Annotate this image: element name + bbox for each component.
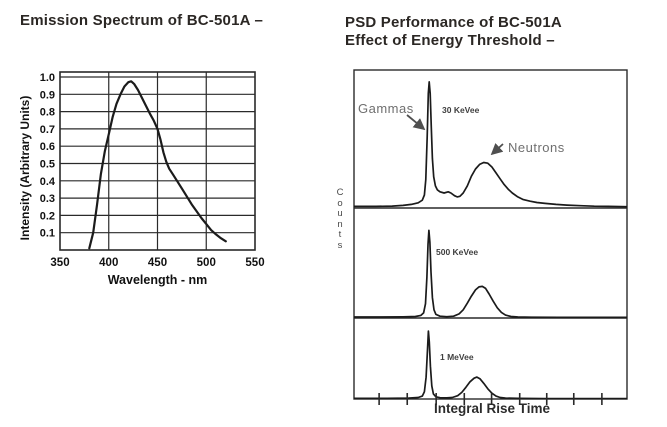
counts-letter: t — [338, 229, 342, 240]
y-tick-label: 0.9 — [40, 89, 55, 101]
x-tick-label: 400 — [99, 257, 118, 269]
psd-panel-1-curve — [354, 229, 628, 319]
wavelength-axis-label: Wavelength - nm — [108, 273, 208, 287]
neutrons-annotation: Neutrons — [508, 140, 565, 155]
emission-spectrum-svg: 0.1 0.2 0.3 0.4 0.5 0.6 0.7 0.8 0.9 1.0 350 400 450 5… — [18, 71, 265, 287]
gammas-annotation: Gammas — [358, 101, 414, 116]
counts-letter: u — [337, 208, 343, 219]
y-tick-label: 0.3 — [40, 193, 55, 205]
emission-figure-title-text: Emission Spectrum of BC-501A – — [20, 12, 264, 29]
psd-frame — [353, 69, 628, 400]
psd-figure-title-line1: PSD Performance of BC-501A — [345, 14, 562, 31]
y-tick-label: 0.7 — [40, 124, 55, 136]
energy-threshold-label: 1 MeVee — [440, 352, 474, 362]
gammas-arrow — [406, 114, 426, 131]
x-tick-label: 450 — [148, 257, 167, 269]
y-tick-label: 0.2 — [40, 210, 55, 222]
energy-threshold-label: 500 KeVee — [436, 247, 478, 257]
psd-svg: 30 KeVee 500 KeVee 1 MeVee Gammas Neutrons — [353, 69, 628, 405]
y-tick-label: 0.6 — [40, 141, 55, 153]
x-tick-label: 350 — [50, 257, 69, 269]
neutrons-arrow — [490, 142, 504, 156]
y-tick-label: 0.5 — [40, 159, 55, 171]
y-tick-label: 1.0 — [40, 72, 55, 84]
emission-figure-title: Emission Spectrum of BC-501A – — [20, 12, 263, 30]
counts-letter: C — [336, 187, 344, 198]
y-tick-label: 0.1 — [40, 228, 55, 240]
x-tick-label: 550 — [245, 257, 264, 269]
counts-letter: s — [337, 239, 343, 251]
emission-spectrum-chart: 0.1 0.2 0.3 0.4 0.5 0.6 0.7 0.8 0.9 1.0 350 400 450 5… — [18, 56, 308, 301]
psd-panel-2-curve — [354, 330, 627, 400]
psd-chart: 30 KeVee 500 KeVee 1 MeVee Gammas Neutrons — [350, 66, 635, 411]
y-tick-label: 0.8 — [40, 107, 55, 119]
counts-letter: n — [337, 218, 343, 230]
energy-threshold-label: 30 KeVee — [442, 105, 480, 115]
x-tick-label: 500 — [197, 257, 216, 269]
psd-figure-title: PSD Performance of BC-501A Effect of Ene… — [345, 14, 562, 50]
psd-panel-0-curve — [354, 81, 628, 208]
emission-curve — [88, 80, 227, 250]
y-tick-label: 0.4 — [40, 176, 56, 188]
psd-figure-title-line2: Effect of Energy Threshold – — [345, 32, 555, 49]
integral-rise-time-axis-label: Integral Rise Time — [433, 401, 551, 416]
plot-frame — [59, 71, 256, 251]
intensity-axis-label: Intensity (Arbitrary Units) — [18, 96, 32, 241]
counts-letter: o — [337, 197, 343, 209]
